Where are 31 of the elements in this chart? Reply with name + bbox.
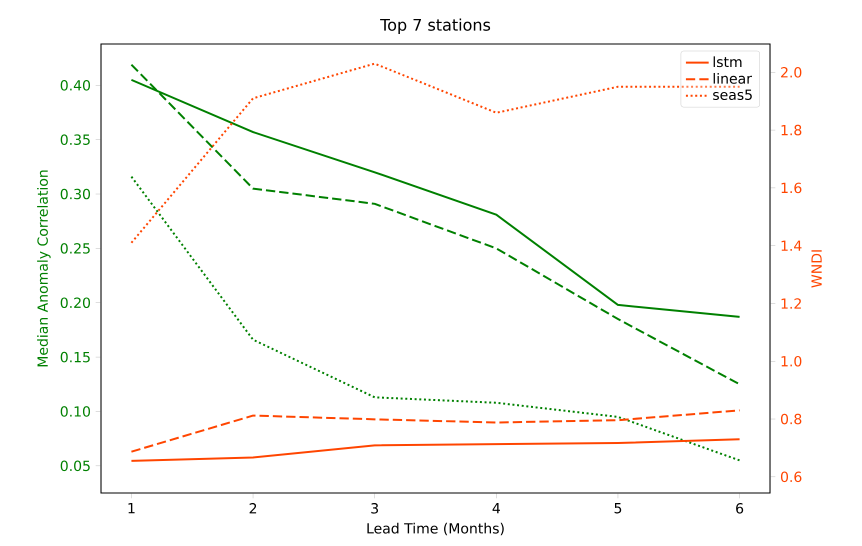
x-tick-label: 2	[250, 503, 256, 514]
y-axis-title: Median Anomaly Correlation	[37, 170, 51, 366]
y-tick-label: 0.10	[60, 406, 90, 417]
y-tick-label: 0.30	[60, 188, 90, 200]
y2-tick-label: 0.8	[780, 414, 802, 424]
legend-label: seas5	[713, 90, 752, 100]
y2-tick-label: 0.6	[780, 472, 802, 482]
y-tick-label: 0.20	[60, 297, 90, 308]
x-tick-label: 3	[371, 503, 378, 514]
line-series	[130, 409, 741, 453]
x-tick-label: 5	[614, 503, 622, 514]
y2-tick-label: 1.2	[782, 298, 801, 309]
y-tick-label: 0.25	[60, 243, 90, 254]
x-tick-label: 4	[492, 503, 500, 514]
y2-axis-title: WNDI	[811, 250, 822, 288]
legend-label: lstm	[714, 56, 742, 68]
y2-tick-label: 1.4	[782, 240, 802, 251]
y-tick-label: 0.40	[60, 80, 90, 91]
line-series	[130, 176, 741, 462]
y2-tick-label: 1.8	[782, 124, 802, 136]
y-tick-label: 0.05	[60, 460, 90, 472]
y2-tick-label: 2.0	[781, 67, 802, 78]
x-tick-label: 6	[736, 503, 744, 514]
y2-tick-label: 1.0	[782, 356, 802, 367]
legend-label: linear	[714, 72, 752, 84]
y-tick-label: 0.15	[60, 352, 90, 362]
y2-tick-label: 1.6	[782, 182, 802, 194]
x-axis-title: Lead Time (Months)	[367, 522, 504, 536]
y-tick-label: 0.35	[60, 134, 90, 145]
x-tick-label: 1	[128, 503, 135, 514]
chart-title: Top 7 stations	[380, 18, 490, 34]
